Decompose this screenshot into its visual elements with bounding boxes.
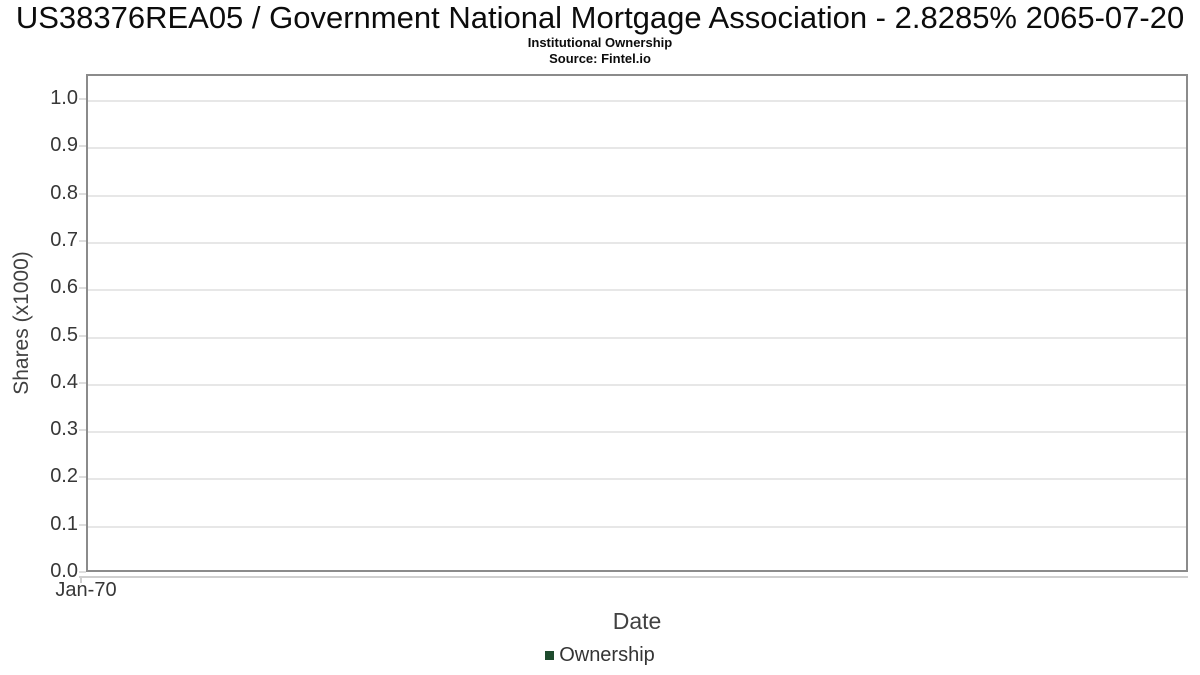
y-gridline [88,431,1186,434]
y-axis-tick-label: 0.7 [50,228,78,251]
x-axis-line [79,576,1188,578]
legend-marker-square-icon [545,651,555,660]
chart-subtitle: Institutional Ownership [527,35,673,50]
y-axis-tick-mark [79,145,86,148]
y-axis-tick-label: 0.3 [50,418,78,441]
y-axis-tick-label: 0.2 [50,465,78,488]
y-axis-tick-mark [79,98,86,100]
y-axis-tick-label: 0.0 [50,560,78,582]
y-axis-tick-label: 0.8 [50,181,78,204]
y-axis-tick-label: 0.6 [50,276,78,299]
y-axis-tick-mark [79,287,86,290]
y-axis-tick-mark [79,429,86,432]
y-axis-tick-mark [79,239,86,242]
x-axis-tick-mark [80,578,82,583]
legend: Ownership [0,644,1200,667]
y-gridline [88,147,1186,150]
y-axis-tick-label: 0.9 [50,134,78,157]
y-axis-tick-label: 0.1 [50,512,78,535]
x-axis-title: Date [612,608,662,634]
y-gridline [88,289,1186,292]
y-axis-tick-label: 0.5 [50,323,78,346]
y-axis-tick-mark [79,571,86,573]
y-gridline [88,525,1186,528]
legend-item-label: Ownership [559,644,655,666]
chart-title: US38376REA05 / Government National Mortg… [15,0,1185,35]
y-gridline [88,100,1186,102]
y-gridline [88,194,1186,197]
y-axis-tick-mark [79,476,86,479]
y-gridline [88,241,1186,244]
y-gridline [88,383,1186,386]
y-gridline [88,336,1186,339]
plot-area [86,74,1188,572]
legend-item-ownership[interactable]: Ownership [545,644,655,667]
y-axis-tick-mark [79,523,86,526]
y-axis-tick-mark [79,334,86,337]
y-axis-tick-label: 0.4 [50,370,78,393]
y-axis-tick-mark [79,381,86,384]
x-axis-tick-label: Jan-70 [55,579,117,601]
y-gridline [88,478,1186,481]
chart-source-credit: Source: Fintel.io [549,51,651,66]
y-axis-tick-label: 1.0 [50,87,78,109]
y-axis-tick-mark [79,192,86,195]
